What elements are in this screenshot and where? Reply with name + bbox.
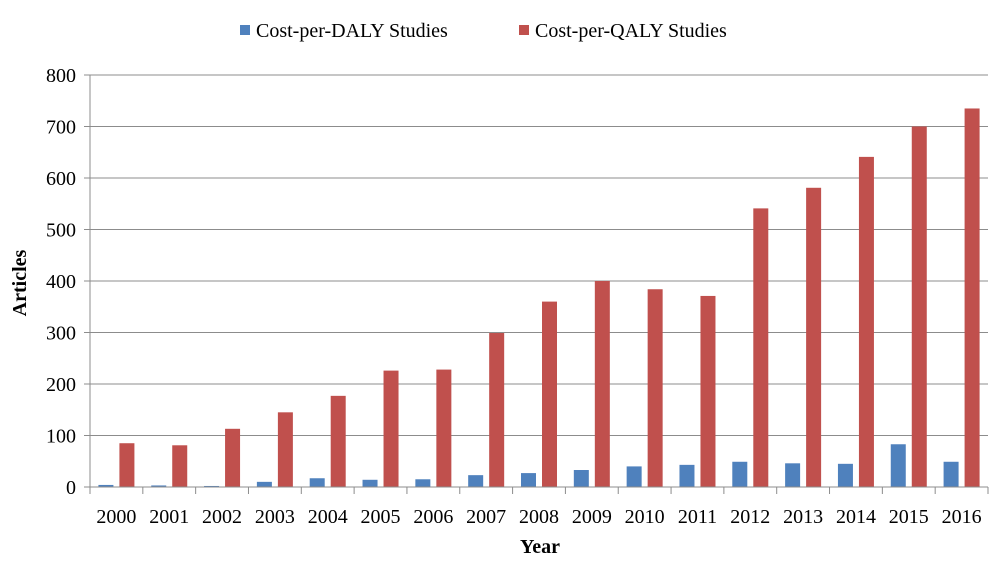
x-tick-label: 2001 xyxy=(149,506,189,528)
x-tick-label: 2004 xyxy=(308,506,348,528)
x-tick-label: 2011 xyxy=(678,506,717,528)
bar-qaly xyxy=(594,281,610,487)
x-tick-label: 2002 xyxy=(202,506,242,528)
y-tick-labels: 0 100 200 300 400 500 600 700 800 xyxy=(46,65,76,499)
bar-daly xyxy=(309,478,325,487)
x-tick-label: 2000 xyxy=(96,506,136,528)
bar-daly xyxy=(732,461,748,487)
bar-daly xyxy=(362,479,378,487)
bar-qaly xyxy=(542,301,557,487)
bar-qaly xyxy=(436,369,452,487)
y-tick-label: 700 xyxy=(46,117,76,139)
x-tick-labels: 2000 2001 2002 2003 2004 2005 2006 2007 2008 2009… xyxy=(96,506,981,528)
bar-daly xyxy=(521,473,536,487)
y-tick-label: 0 xyxy=(66,477,76,499)
gridlines xyxy=(90,74,988,436)
bar-daly xyxy=(468,475,484,487)
bar-qaly xyxy=(700,295,716,487)
bar-qaly xyxy=(647,289,663,487)
x-tick-label: 2010 xyxy=(625,506,665,528)
bar-qaly xyxy=(225,428,241,487)
x-tick-label: 2008 xyxy=(519,506,559,528)
bar-qaly xyxy=(858,156,874,487)
bar-qaly xyxy=(964,108,980,487)
legend-label-daly: Cost-per-DALY Studies xyxy=(256,20,448,42)
x-tick-label: 2013 xyxy=(783,506,823,528)
bar-qaly xyxy=(277,412,293,487)
bars xyxy=(98,108,980,487)
bar-daly xyxy=(573,470,589,487)
bar-qaly xyxy=(489,333,505,487)
y-tick-label: 500 xyxy=(46,220,76,242)
x-tick-label: 2014 xyxy=(836,506,876,528)
x-tick-label: 2016 xyxy=(942,506,982,528)
y-axis-title: Articles xyxy=(9,249,31,316)
bar-qaly xyxy=(119,443,135,487)
x-tick-label: 2015 xyxy=(889,506,929,528)
bar-daly xyxy=(890,444,906,487)
x-tick-label: 2006 xyxy=(413,506,453,528)
bar-daly xyxy=(204,485,220,487)
bar-qaly xyxy=(330,395,346,487)
legend-swatch-daly xyxy=(240,25,250,35)
legend-label-qaly: Cost-per-QALY Studies xyxy=(535,20,727,42)
legend-swatch-qaly xyxy=(519,25,529,35)
x-tick-label: 2005 xyxy=(361,506,401,528)
bar-daly xyxy=(943,461,959,487)
bar-daly xyxy=(98,484,114,487)
x-tick-label: 2007 xyxy=(466,506,506,528)
bar-daly xyxy=(256,481,272,487)
y-tick-label: 400 xyxy=(46,271,76,293)
bar-qaly xyxy=(911,126,927,487)
bar-qaly xyxy=(753,208,769,487)
y-tick-label: 100 xyxy=(46,426,76,448)
x-tick-label: 2009 xyxy=(572,506,612,528)
y-tick-label: 300 xyxy=(46,323,76,345)
bar-daly xyxy=(626,466,642,487)
bar-daly xyxy=(151,485,167,487)
bar-daly xyxy=(679,464,695,487)
bar-daly xyxy=(415,479,431,487)
axes xyxy=(84,74,989,494)
bar-qaly xyxy=(383,370,399,487)
y-tick-label: 200 xyxy=(46,374,76,396)
legend: Cost-per-DALY Studies Cost-per-QALY Studi… xyxy=(240,20,727,42)
bar-daly xyxy=(837,463,853,487)
y-tick-label: 800 xyxy=(46,65,76,87)
bar-daly xyxy=(785,463,801,487)
x-tick-label: 2012 xyxy=(730,506,770,528)
x-axis-title: Year xyxy=(520,536,560,558)
y-tick-label: 600 xyxy=(46,168,76,190)
x-tick-label: 2003 xyxy=(255,506,295,528)
bar-qaly xyxy=(806,187,822,487)
bar-qaly xyxy=(172,445,188,487)
